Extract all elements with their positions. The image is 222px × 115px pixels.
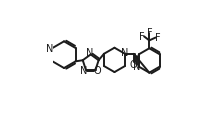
Text: N: N	[86, 48, 94, 58]
Text: N: N	[46, 44, 54, 54]
Text: O: O	[94, 66, 101, 76]
Text: F: F	[155, 33, 161, 43]
Text: O: O	[130, 60, 138, 70]
Text: N: N	[133, 61, 140, 71]
Text: F: F	[147, 27, 152, 37]
Text: F: F	[139, 32, 145, 41]
Text: N: N	[79, 66, 87, 76]
Text: N: N	[121, 47, 129, 57]
